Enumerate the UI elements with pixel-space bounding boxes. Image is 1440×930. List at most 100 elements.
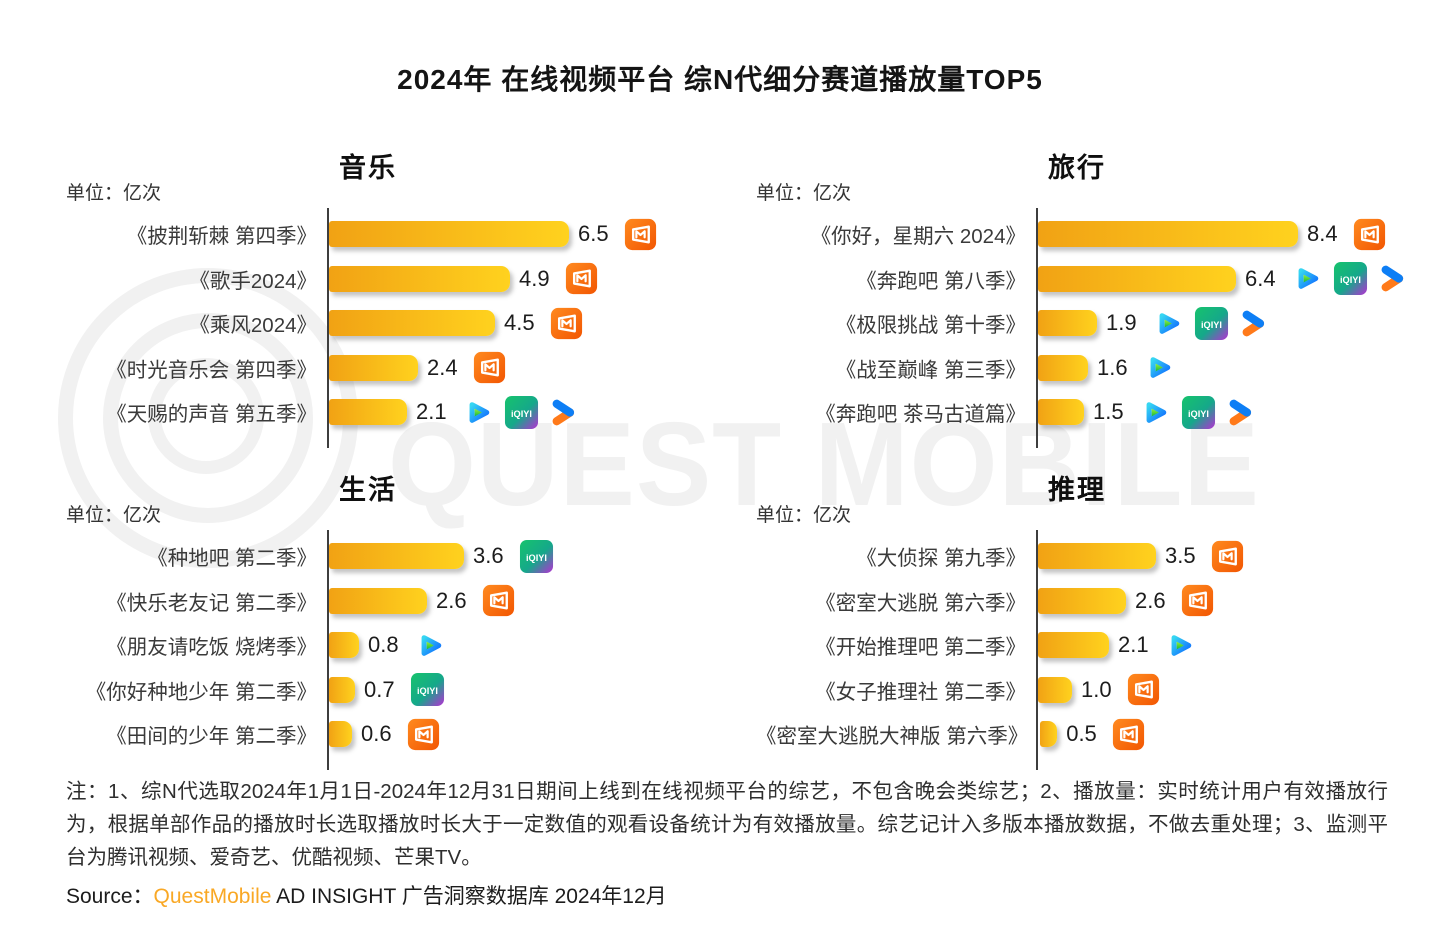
chart-row: 《乘风2024》 4.5 (66, 301, 657, 346)
chart-row: 《战至巅峰 第三季》 1.6 (756, 346, 1410, 391)
youku-icon (548, 396, 581, 429)
bar-value: 1.0 (1081, 676, 1112, 702)
svg-text:iQIYI: iQIYI (526, 553, 547, 563)
program-label: 《歌手2024》 (189, 269, 317, 293)
program-label: 《大侦探 第九季》 (856, 547, 1026, 571)
section-title: 旅行 (1048, 153, 1106, 183)
chart-row: 《大侦探 第九季》 3.5 (756, 534, 1244, 579)
program-label: 《朋友请吃饭 烧烤季》 (106, 636, 317, 660)
bar-value: 4.9 (519, 265, 550, 291)
notes-text: 注：1、综N代选取2024年1月1日-2024年12月31日期间上线到在线视频平… (66, 780, 1388, 869)
chart-row: 《种地吧 第二季》 3.6 iQIYI (66, 534, 554, 579)
program-label: 《女子推理社 第二季》 (815, 680, 1026, 704)
axis-line (1036, 208, 1038, 448)
mgtv-icon (1181, 584, 1214, 617)
youku-icon (1225, 396, 1258, 429)
chart-row: 《你好种地少年 第二季》 0.7 iQIYI (66, 668, 554, 713)
bar (1038, 310, 1097, 337)
bar-value: 2.1 (416, 399, 447, 425)
section-title: 推理 (1048, 475, 1106, 505)
bar (1038, 354, 1088, 381)
bar (329, 310, 495, 337)
chart-row: 《女子推理社 第二季》 1.0 (756, 668, 1244, 713)
platform-icons (1211, 540, 1244, 573)
chart-row: 《你好，星期六 2024》 8.4 (756, 212, 1410, 257)
source-suffix: AD INSIGHT 广告洞察数据库 2024年12月 (271, 885, 667, 908)
bar (1038, 676, 1072, 703)
mgtv-icon (1353, 218, 1386, 251)
section-title: 音乐 (339, 153, 397, 183)
program-label: 《奔跑吧 茶马古道篇》 (815, 403, 1026, 427)
bar-value: 3.5 (1165, 543, 1196, 569)
svg-text:iQIYI: iQIYI (1340, 275, 1361, 285)
chart-row: 《时光音乐会 第四季》 2.4 (66, 346, 657, 391)
mgtv-icon (565, 262, 598, 295)
platform-icons (1181, 584, 1214, 617)
mgtv-icon (1211, 540, 1244, 573)
bar (329, 399, 407, 426)
platform-icons (1353, 218, 1386, 251)
axis-line (327, 208, 329, 448)
unit-label: 单位：亿次 (66, 505, 162, 526)
bar-value: 0.6 (361, 721, 392, 747)
chart-row: 《开始推理吧 第二季》 2.1 (756, 623, 1244, 668)
bar-value: 1.6 (1097, 354, 1128, 380)
axis-line (1036, 530, 1038, 770)
chart-row: 《奔跑吧 茶马古道篇》 1.5 iQIYI (756, 390, 1410, 435)
iqiyi-icon: iQIYI (1333, 261, 1368, 296)
bar (329, 632, 359, 659)
platform-icons (473, 351, 506, 384)
chart-row: 《密室大逃脱 第六季》 2.6 (756, 579, 1244, 624)
platform-icons: iQIYI (519, 539, 554, 574)
chart-row: 《田间的少年 第二季》 0.6 (66, 712, 554, 757)
bar (1040, 721, 1058, 748)
chart-row: 《快乐老友记 第二季》 2.6 (66, 579, 554, 624)
program-label: 《你好，星期六 2024》 (810, 225, 1026, 249)
mgtv-icon (482, 584, 515, 617)
bar-value: 2.6 (436, 587, 467, 613)
mgtv-icon (473, 351, 506, 384)
platform-icons: iQIYI (1152, 306, 1271, 341)
mgtv-icon (550, 307, 583, 340)
program-label: 《披荆斩棘 第四季》 (126, 225, 317, 249)
chart-row: 《极限挑战 第十季》 1.9 iQIYI (756, 301, 1410, 346)
platform-icons (1112, 718, 1145, 751)
bar (329, 676, 355, 703)
platform-icons (624, 218, 657, 251)
program-label: 《天赐的声音 第五季》 (106, 403, 317, 427)
bar (329, 354, 418, 381)
chart-row: 《披荆斩棘 第四季》 6.5 (66, 212, 657, 257)
mgtv-icon (1112, 718, 1145, 751)
section-travel: 旅行 单位：亿次 《你好，星期六 2024》 8.4 《奔跑吧 第八季》 6.4 iQI… (756, 146, 1410, 448)
bar-value: 0.7 (364, 676, 395, 702)
source-prefix: Source： (66, 885, 154, 908)
tencent-icon (1164, 629, 1197, 662)
bar-value: 8.4 (1307, 221, 1338, 247)
bar (1038, 587, 1126, 614)
platform-icons: iQIYI (1291, 261, 1410, 296)
axis-line (327, 530, 329, 770)
tencent-icon (462, 396, 495, 429)
bar (329, 265, 510, 292)
unit-label: 单位：亿次 (756, 183, 852, 204)
platform-icons (1164, 629, 1197, 662)
platform-icons (1127, 673, 1160, 706)
platform-icons (482, 584, 515, 617)
program-label: 《乘风2024》 (189, 314, 317, 338)
program-label: 《奔跑吧 第八季》 (856, 269, 1026, 293)
program-label: 《田间的少年 第二季》 (106, 725, 317, 749)
bar (329, 543, 464, 570)
iqiyi-icon: iQIYI (519, 539, 554, 574)
bar-value: 1.9 (1106, 310, 1137, 336)
iqiyi-icon: iQIYI (410, 672, 445, 707)
bar-value: 2.6 (1135, 587, 1166, 613)
program-label: 《密室大逃脱大神版 第六季》 (756, 725, 1029, 749)
bar (1038, 399, 1084, 426)
page-title: 2024年 在线视频平台 综N代细分赛道播放量TOP5 (397, 64, 1043, 95)
iqiyi-icon: iQIYI (1181, 395, 1216, 430)
mgtv-icon (407, 718, 440, 751)
bar (329, 721, 352, 748)
section-mystery: 推理 单位：亿次 《大侦探 第九季》 3.5 《密室大逃脱 第六季》 2.6 《开始推理… (756, 468, 1244, 770)
chart-row: 《密室大逃脱大神版 第六季》 0.5 (756, 712, 1244, 757)
program-label: 《种地吧 第二季》 (147, 547, 317, 571)
